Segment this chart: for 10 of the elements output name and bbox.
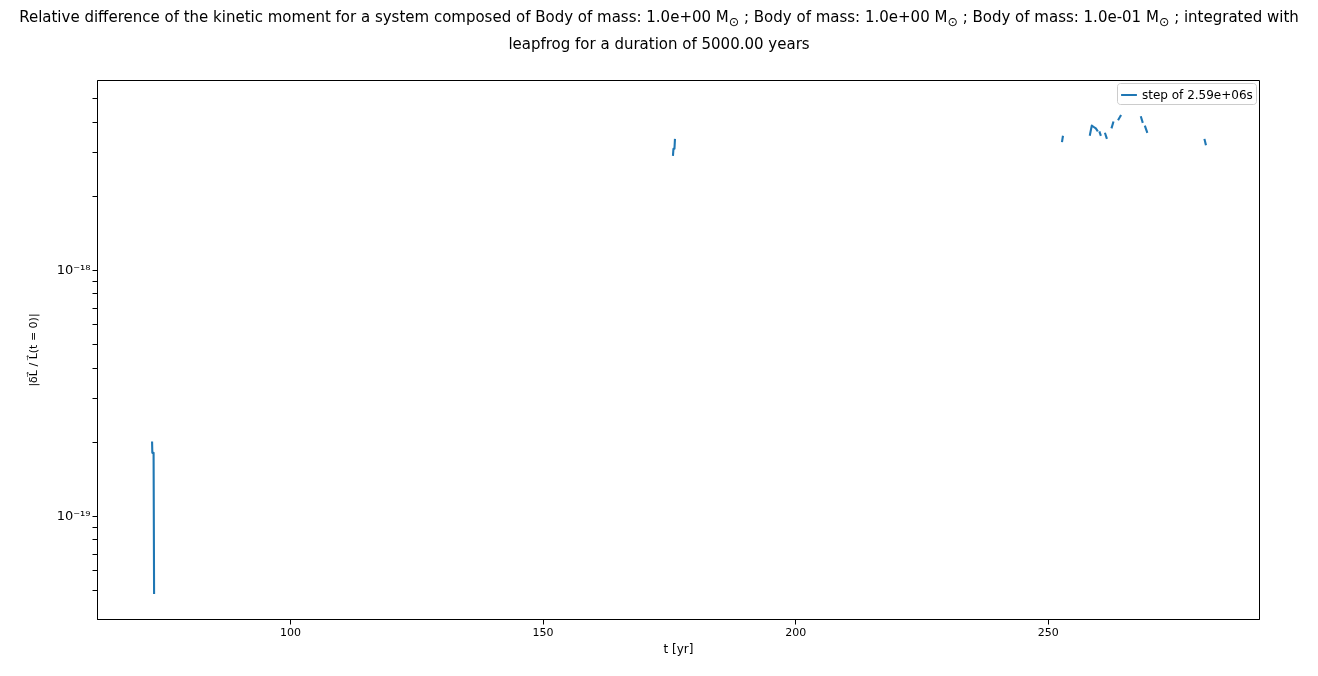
x-tick-label: 100 bbox=[279, 625, 301, 639]
x-tick-label: 250 bbox=[1037, 625, 1059, 639]
x-tick-label: 200 bbox=[785, 625, 807, 639]
x-tick-label: 150 bbox=[532, 625, 554, 639]
x-axis-title: t [yr] bbox=[663, 641, 694, 656]
chart-title: Relative difference of the kinetic moment for a system composed of Body of mass: 1.0e+00 M$_{⊙}$ ; Body of mass: 1.0e+00 M$_{⊙}$ ; Body of mass: 1.0e-01 M$_{⊙}$ ; integrated with leapfrog for a duration of 5000.00 years bbox=[19, 8, 1299, 53]
y-tick-label: 10⁻¹⁹ bbox=[56, 508, 91, 524]
legend-label: step of 2.59e+06s bbox=[1142, 88, 1253, 102]
y-tick-label: 10⁻¹⁸ bbox=[56, 262, 91, 278]
y-axis-title: |δL⃗ / L⃗(t = 0)| bbox=[25, 313, 40, 387]
